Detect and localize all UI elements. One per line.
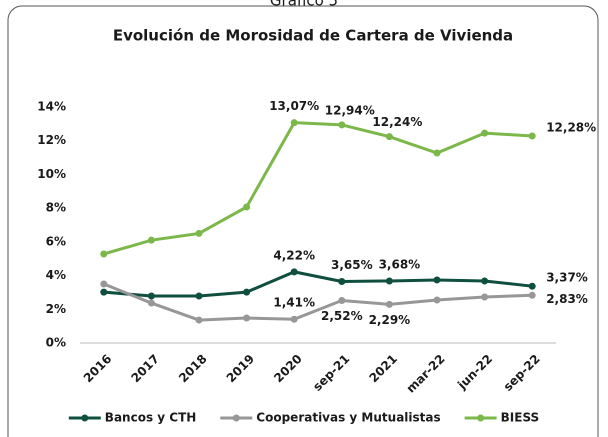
point bbox=[290, 268, 298, 276]
y-tick-label: 0% bbox=[46, 336, 66, 350]
line bbox=[103, 282, 533, 322]
data-label: 2,29% bbox=[369, 313, 411, 327]
y-tick-label: 8% bbox=[46, 201, 66, 215]
point bbox=[433, 276, 441, 284]
y-tick-label: 10% bbox=[37, 167, 66, 181]
point bbox=[243, 314, 251, 322]
line bbox=[103, 270, 533, 298]
point bbox=[243, 203, 251, 211]
y-tick-label: 2% bbox=[46, 302, 66, 316]
chart-title: Evolución de Morosidad de Cartera de Viv… bbox=[113, 27, 513, 45]
point bbox=[385, 277, 393, 285]
line bbox=[103, 121, 533, 256]
point bbox=[385, 300, 393, 308]
data-label: 12,94% bbox=[325, 103, 375, 117]
y-tick-label: 14% bbox=[37, 100, 66, 114]
point bbox=[481, 293, 489, 301]
point bbox=[528, 282, 536, 290]
data-label: 12,28% bbox=[546, 120, 596, 134]
data-label: 2,83% bbox=[546, 292, 588, 306]
point bbox=[433, 296, 441, 304]
point bbox=[147, 236, 155, 244]
point bbox=[385, 133, 393, 141]
point bbox=[528, 291, 536, 299]
point bbox=[100, 288, 108, 296]
data-label: 3,37% bbox=[546, 271, 588, 285]
y-tick-label: 4% bbox=[46, 268, 66, 282]
point bbox=[147, 292, 155, 300]
chart-frame bbox=[7, 5, 599, 437]
legend-marker bbox=[232, 414, 240, 422]
legend-label: Cooperativas y Mutualistas bbox=[256, 411, 440, 425]
legend-label: BIESS bbox=[501, 411, 540, 425]
point bbox=[100, 250, 108, 258]
point bbox=[338, 297, 346, 305]
point bbox=[338, 277, 346, 285]
point bbox=[290, 119, 298, 127]
data-label: 1,41% bbox=[273, 296, 315, 310]
point bbox=[338, 121, 346, 129]
data-label: 2,52% bbox=[321, 309, 363, 323]
chart-caption: Gráfico 5 bbox=[270, 0, 338, 10]
data-label: 4,22% bbox=[273, 248, 315, 262]
point bbox=[433, 149, 441, 157]
legend-marker bbox=[81, 414, 89, 422]
y-tick-label: 6% bbox=[46, 234, 66, 248]
data-label: 3,68% bbox=[379, 257, 421, 271]
point bbox=[100, 280, 108, 288]
point bbox=[195, 229, 203, 237]
point bbox=[147, 299, 155, 307]
data-label: 12,24% bbox=[372, 115, 422, 129]
point bbox=[481, 277, 489, 285]
point bbox=[528, 132, 536, 140]
point bbox=[243, 288, 251, 296]
point bbox=[290, 315, 298, 323]
y-tick-label: 12% bbox=[37, 133, 66, 147]
point bbox=[195, 292, 203, 300]
data-label: 13,07% bbox=[269, 99, 319, 113]
point bbox=[195, 316, 203, 324]
data-label: 3,65% bbox=[331, 258, 373, 272]
legend-label: Bancos y CTH bbox=[105, 411, 197, 425]
legend-marker bbox=[477, 414, 485, 422]
point bbox=[481, 129, 489, 137]
